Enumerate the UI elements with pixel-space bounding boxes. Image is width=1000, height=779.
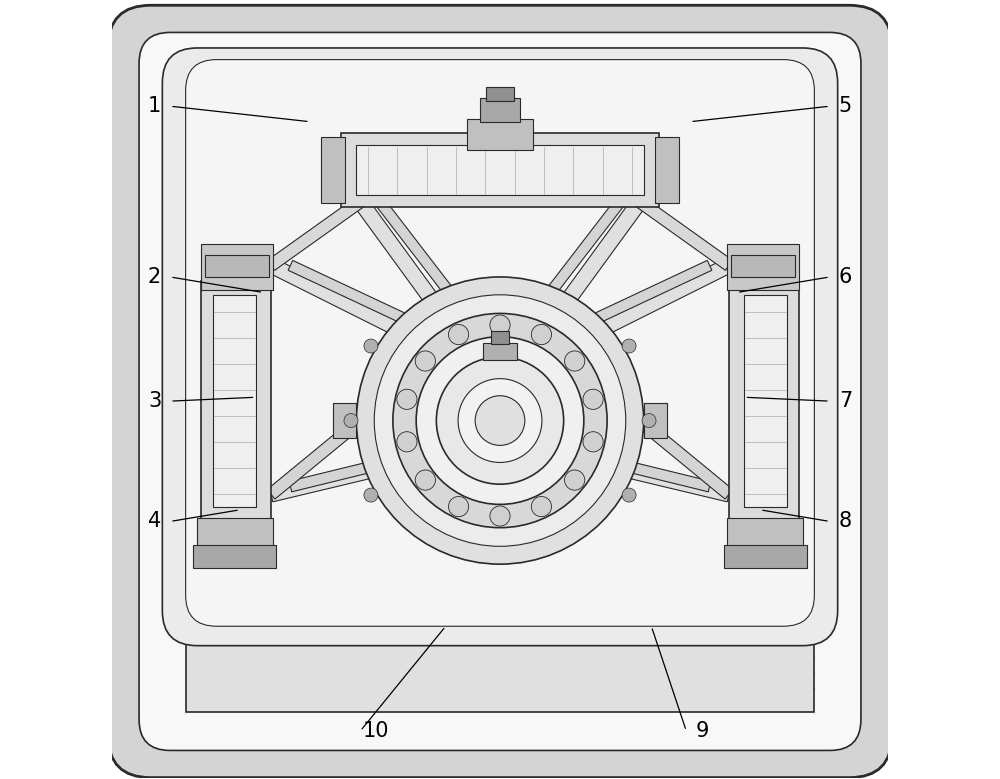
- Circle shape: [531, 324, 552, 344]
- Text: 10: 10: [363, 721, 389, 741]
- Bar: [744, 294, 787, 507]
- Circle shape: [531, 496, 552, 516]
- Bar: [480, 98, 520, 122]
- Polygon shape: [507, 199, 625, 346]
- Circle shape: [583, 432, 603, 452]
- Polygon shape: [267, 346, 450, 499]
- Polygon shape: [375, 199, 493, 346]
- Circle shape: [448, 324, 469, 344]
- Text: 8: 8: [839, 512, 852, 531]
- Polygon shape: [517, 260, 712, 359]
- Text: 5: 5: [839, 96, 852, 116]
- Bar: [321, 137, 345, 203]
- Circle shape: [364, 488, 378, 502]
- Circle shape: [458, 379, 542, 463]
- Bar: [483, 343, 517, 360]
- Circle shape: [397, 432, 417, 452]
- Bar: [201, 244, 273, 290]
- Bar: [727, 517, 803, 548]
- Bar: [727, 244, 799, 290]
- Polygon shape: [288, 260, 483, 359]
- Bar: [467, 119, 533, 150]
- Text: 1: 1: [148, 96, 161, 116]
- Polygon shape: [534, 439, 711, 492]
- Circle shape: [583, 390, 603, 410]
- Bar: [341, 133, 659, 207]
- Bar: [201, 280, 271, 521]
- Circle shape: [565, 351, 585, 371]
- Bar: [655, 137, 679, 203]
- Bar: [731, 256, 795, 277]
- Polygon shape: [289, 439, 466, 492]
- Bar: [197, 517, 273, 548]
- Circle shape: [364, 339, 378, 353]
- Polygon shape: [354, 197, 475, 355]
- Circle shape: [356, 277, 644, 564]
- Circle shape: [415, 351, 435, 371]
- Polygon shape: [531, 259, 732, 369]
- Bar: [205, 256, 269, 277]
- Bar: [186, 576, 814, 712]
- Text: 4: 4: [148, 512, 161, 531]
- Text: 9: 9: [695, 721, 709, 741]
- Bar: [486, 86, 514, 100]
- Circle shape: [490, 506, 510, 526]
- Bar: [193, 545, 276, 568]
- FancyBboxPatch shape: [108, 5, 892, 777]
- Text: 2: 2: [148, 267, 161, 287]
- Polygon shape: [549, 444, 731, 502]
- Polygon shape: [267, 196, 364, 270]
- Circle shape: [622, 339, 636, 353]
- Polygon shape: [269, 444, 451, 502]
- Bar: [356, 145, 644, 196]
- Circle shape: [415, 470, 435, 490]
- Circle shape: [490, 315, 510, 335]
- FancyBboxPatch shape: [186, 60, 814, 626]
- Text: 3: 3: [148, 391, 161, 411]
- Circle shape: [344, 414, 358, 428]
- Circle shape: [374, 294, 626, 546]
- Circle shape: [622, 488, 636, 502]
- Polygon shape: [550, 346, 733, 499]
- Bar: [724, 545, 807, 568]
- FancyBboxPatch shape: [139, 33, 861, 750]
- Bar: [213, 294, 256, 507]
- Circle shape: [393, 313, 607, 527]
- Bar: [729, 280, 799, 521]
- Text: 7: 7: [839, 391, 852, 411]
- Polygon shape: [636, 196, 733, 270]
- Polygon shape: [268, 259, 469, 369]
- Bar: [333, 404, 356, 438]
- Text: 6: 6: [839, 267, 852, 287]
- Circle shape: [448, 496, 469, 516]
- Circle shape: [475, 396, 525, 446]
- Circle shape: [416, 337, 584, 504]
- Bar: [644, 404, 667, 438]
- Circle shape: [397, 390, 417, 410]
- Polygon shape: [525, 197, 646, 355]
- Circle shape: [436, 357, 564, 485]
- Circle shape: [642, 414, 656, 428]
- Circle shape: [565, 470, 585, 490]
- FancyBboxPatch shape: [162, 48, 838, 646]
- Bar: [491, 330, 509, 344]
